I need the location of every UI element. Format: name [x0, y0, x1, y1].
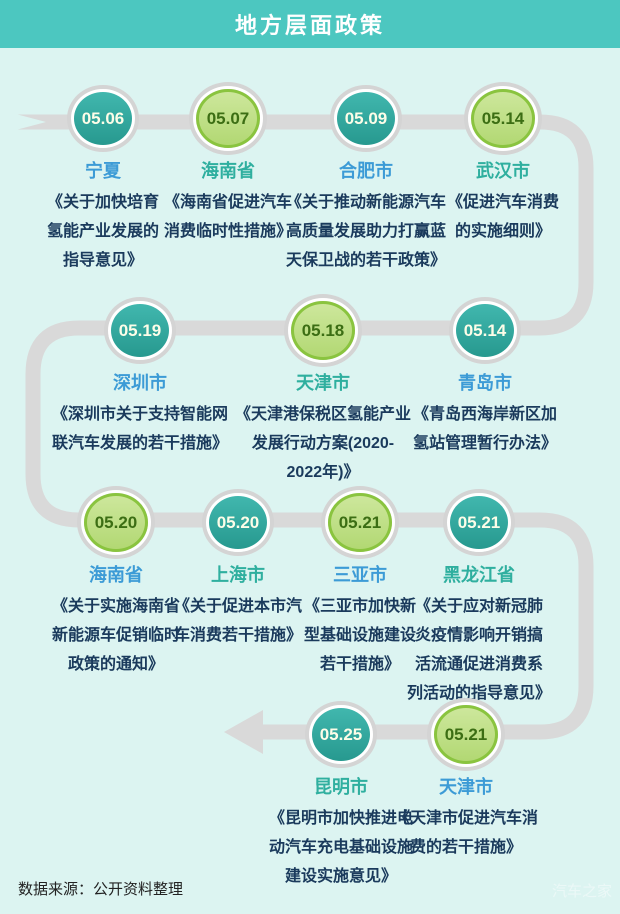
date-badge: 05.21 [328, 493, 392, 552]
policy-title: 《海南省促进汽车 消费临时性措施》 [163, 194, 292, 240]
policy-title: 《青岛西海岸新区加 氢站管理暂行办法》 [412, 406, 557, 452]
date-badge: 05.14 [471, 89, 535, 148]
policy-title: 《天津港保税区氢能产业 发展行动方案(2020- 2022年)》 [234, 406, 411, 481]
city-name: 合肥市 [339, 161, 393, 181]
city-name: 青岛市 [458, 373, 512, 393]
timeline-item-heilongjiang: 05.21 黑龙江省 《关于应对新冠肺 炎疫情影响开销搞 活流通促进消费系 列活… [394, 493, 564, 708]
policy-title: 《关于促进本市汽 车消费若干措施》 [173, 598, 302, 644]
timeline-item-shenzhen: 05.19 深圳市 《深圳市关于支持智能网 联汽车发展的若干措施》 [22, 301, 258, 458]
timeline-item-qingdao: 05.14 青岛市 《青岛西海岸新区加 氢站管理暂行办法》 [385, 301, 585, 458]
date-badge: 05.07 [196, 89, 260, 148]
city-name: 天津市 [439, 777, 493, 797]
date-badge: 05.20 [84, 493, 148, 552]
timeline-item-hefei: 05.09 合肥市 《关于推动新能源汽车 高质量发展助力打赢蓝 天保卫战的若干政… [266, 89, 466, 275]
city-name: 海南省 [201, 161, 255, 181]
timeline-item-tianjin-1: 05.18 天津市 《天津港保税区氢能产业 发展行动方案(2020- 2022年… [205, 301, 441, 487]
date-badge: 05.25 [309, 705, 373, 764]
timeline-item-sanya: 05.21 三亚市 《三亚市加快新 型基础设施建设 若干措施》 [285, 493, 435, 679]
timeline-item-hainan-2: 05.20 海南省 《关于实施海南省 新能源车促销临时 政策的通知》 [36, 493, 196, 679]
city-name: 宁夏 [85, 161, 121, 181]
data-source-note: 数据来源：公开资料整理 [18, 881, 184, 898]
city-name: 天津市 [296, 373, 350, 393]
city-name: 上海市 [211, 565, 265, 585]
watermark: 汽车之家 [551, 883, 612, 900]
city-name: 昆明市 [314, 777, 368, 797]
city-name: 黑龙江省 [443, 565, 515, 585]
timeline-track [14, 114, 594, 740]
timeline-item-shanghai: 05.20 上海市 《关于促进本市汽 车消费若干措施》 [158, 493, 318, 650]
date-badge: 05.06 [71, 89, 135, 148]
policy-title: 《三亚市加快新 型基础设施建设 若干措施》 [303, 598, 416, 673]
city-name: 深圳市 [113, 373, 167, 393]
date-badge: 05.20 [206, 493, 270, 552]
timeline-item-tianjin-2: 05.21 天津市 《天津市促进汽车消 费的若干措施》 [376, 705, 556, 862]
policy-title: 《关于应对新冠肺 炎疫情影响开销搞 活流通促进消费系 列活动的指导意见》 [406, 598, 551, 702]
policy-title: 《昆明市加快推进电 动汽车充电基础设施 建设实施意见》 [268, 810, 413, 885]
timeline-item-hainan-1: 05.07 海南省 《海南省促进汽车 消费临时性措施》 [143, 89, 313, 246]
policy-title: 《关于加快培育 氢能产业发展的 指导意见》 [46, 194, 159, 269]
policy-title: 《关于推动新能源汽车 高质量发展助力打赢蓝 天保卫战的若干政策》 [285, 194, 446, 269]
date-badge: 05.09 [334, 89, 398, 148]
date-badge: 05.18 [291, 301, 355, 360]
policy-title: 《深圳市关于支持智能网 联汽车发展的若干措施》 [51, 406, 228, 452]
title-bar: 地方层面政策 [0, 0, 620, 48]
policy-title: 《天津市促进汽车消 费的若干措施》 [393, 810, 538, 856]
arrow-head-icon [224, 710, 263, 754]
city-name: 三亚市 [333, 565, 387, 585]
date-badge: 05.21 [447, 493, 511, 552]
policy-title: 《关于实施海南省 新能源车促销临时 政策的通知》 [51, 598, 180, 673]
timeline-item-ningxia: 05.06 宁夏 《关于加快培育 氢能产业发展的 指导意见》 [28, 89, 178, 275]
city-name: 武汉市 [476, 161, 530, 181]
date-badge: 05.19 [108, 301, 172, 360]
timeline-item-wuhan: 05.14 武汉市 《促进汽车消费 的实施细则》 [423, 89, 583, 246]
ribbon-notch [12, 113, 46, 131]
city-name: 海南省 [89, 565, 143, 585]
date-badge: 05.14 [453, 301, 517, 360]
timeline-item-kunming: 05.25 昆明市 《昆明市加快推进电 动汽车充电基础设施 建设实施意见》 [251, 705, 431, 891]
page-title: 地方层面政策 [234, 13, 385, 38]
date-badge: 05.21 [434, 705, 498, 764]
policy-title: 《促进汽车消费 的实施细则》 [446, 194, 559, 240]
